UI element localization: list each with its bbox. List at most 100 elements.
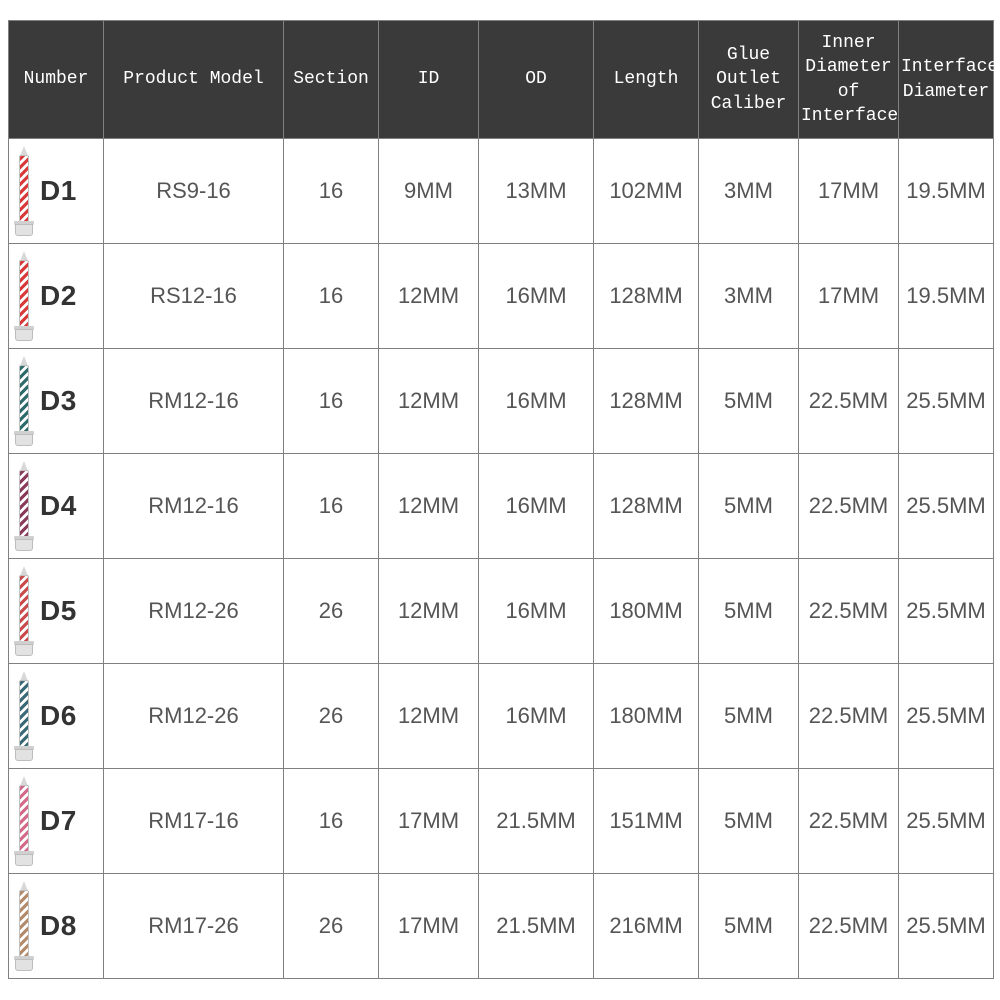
col-interface-dia: Interface Diameter (899, 21, 994, 139)
cell-length: 216MM (594, 874, 699, 979)
cell-od: 16MM (479, 559, 594, 664)
cell-number: D5 (9, 559, 104, 664)
cell-number: D6 (9, 664, 104, 769)
col-section: Section (284, 21, 379, 139)
table-row: D6 RM12-262612MM16MM180MM5MM22.5MM25.5MM (9, 664, 994, 769)
row-label: D6 (40, 700, 77, 732)
mixer-nozzle-icon (14, 146, 34, 236)
cell-section: 16 (284, 454, 379, 559)
col-inner-dia: Inner Diameter of Interface (799, 21, 899, 139)
cell-section: 16 (284, 244, 379, 349)
col-od: OD (479, 21, 594, 139)
cell-inner-diameter: 22.5MM (799, 454, 899, 559)
mixer-nozzle-icon (14, 566, 34, 656)
cell-number: D2 (9, 244, 104, 349)
row-label: D2 (40, 280, 77, 312)
col-id: ID (379, 21, 479, 139)
col-number: Number (9, 21, 104, 139)
cell-product-model: RM17-16 (104, 769, 284, 874)
mixer-nozzle-icon (14, 461, 34, 551)
mixer-nozzle-icon (14, 356, 34, 446)
cell-length: 180MM (594, 559, 699, 664)
row-label: D5 (40, 595, 77, 627)
cell-od: 21.5MM (479, 769, 594, 874)
mixer-nozzle-icon (14, 881, 34, 971)
row-label: D8 (40, 910, 77, 942)
cell-product-model: RS12-16 (104, 244, 284, 349)
cell-id: 17MM (379, 874, 479, 979)
cell-interface-diameter: 25.5MM (899, 769, 994, 874)
cell-product-model: RS9-16 (104, 139, 284, 244)
cell-glue-outlet: 5MM (699, 769, 799, 874)
table-row: D2 RS12-161612MM16MM128MM3MM17MM19.5MM (9, 244, 994, 349)
cell-interface-diameter: 25.5MM (899, 874, 994, 979)
cell-product-model: RM12-26 (104, 559, 284, 664)
cell-section: 16 (284, 349, 379, 454)
row-label: D7 (40, 805, 77, 837)
mixer-nozzle-icon (14, 251, 34, 341)
cell-inner-diameter: 22.5MM (799, 664, 899, 769)
cell-inner-diameter: 17MM (799, 244, 899, 349)
cell-id: 12MM (379, 454, 479, 559)
cell-glue-outlet: 5MM (699, 664, 799, 769)
cell-number: D1 (9, 139, 104, 244)
cell-number: D7 (9, 769, 104, 874)
cell-number: D3 (9, 349, 104, 454)
cell-section: 16 (284, 139, 379, 244)
cell-inner-diameter: 22.5MM (799, 559, 899, 664)
cell-id: 9MM (379, 139, 479, 244)
cell-length: 128MM (594, 349, 699, 454)
cell-interface-diameter: 25.5MM (899, 559, 994, 664)
cell-glue-outlet: 5MM (699, 454, 799, 559)
cell-length: 128MM (594, 454, 699, 559)
cell-interface-diameter: 25.5MM (899, 664, 994, 769)
table-row: D5 RM12-262612MM16MM180MM5MM22.5MM25.5MM (9, 559, 994, 664)
cell-number: D8 (9, 874, 104, 979)
table-row: D7RM17-161617MM21.5MM151MM5MM22.5MM25.5M… (9, 769, 994, 874)
cell-glue-outlet: 5MM (699, 349, 799, 454)
cell-od: 16MM (479, 454, 594, 559)
mixer-nozzle-icon (14, 776, 34, 866)
cell-interface-diameter: 25.5MM (899, 454, 994, 559)
cell-length: 102MM (594, 139, 699, 244)
cell-product-model: RM17-26 (104, 874, 284, 979)
row-label: D1 (40, 175, 77, 207)
table-row: D3RM12-161612MM16MM128MM5MM22.5MM25.5MM (9, 349, 994, 454)
cell-section: 26 (284, 874, 379, 979)
cell-glue-outlet: 5MM (699, 559, 799, 664)
cell-id: 12MM (379, 664, 479, 769)
cell-section: 26 (284, 559, 379, 664)
table-header-row: Number Product Model Section ID OD Lengt… (9, 21, 994, 139)
cell-id: 12MM (379, 244, 479, 349)
cell-product-model: RM12-16 (104, 454, 284, 559)
cell-product-model: RM12-26 (104, 664, 284, 769)
cell-interface-diameter: 19.5MM (899, 139, 994, 244)
cell-od: 16MM (479, 244, 594, 349)
cell-glue-outlet: 3MM (699, 244, 799, 349)
cell-id: 12MM (379, 349, 479, 454)
cell-glue-outlet: 3MM (699, 139, 799, 244)
cell-glue-outlet: 5MM (699, 874, 799, 979)
cell-inner-diameter: 17MM (799, 139, 899, 244)
table-row: D1 RS9-16169MM13MM102MM3MM17MM19.5MM (9, 139, 994, 244)
cell-inner-diameter: 22.5MM (799, 349, 899, 454)
cell-length: 151MM (594, 769, 699, 874)
cell-od: 16MM (479, 349, 594, 454)
col-glue-outlet: Glue Outlet Caliber (699, 21, 799, 139)
cell-number: D4 (9, 454, 104, 559)
cell-od: 13MM (479, 139, 594, 244)
table-row: D4 RM12-161612MM16MM128MM5MM22.5MM25.5MM (9, 454, 994, 559)
cell-od: 21.5MM (479, 874, 594, 979)
cell-inner-diameter: 22.5MM (799, 874, 899, 979)
cell-length: 180MM (594, 664, 699, 769)
row-label: D4 (40, 490, 77, 522)
cell-length: 128MM (594, 244, 699, 349)
cell-interface-diameter: 19.5MM (899, 244, 994, 349)
cell-section: 26 (284, 664, 379, 769)
cell-inner-diameter: 22.5MM (799, 769, 899, 874)
col-length: Length (594, 21, 699, 139)
cell-product-model: RM12-16 (104, 349, 284, 454)
cell-section: 16 (284, 769, 379, 874)
cell-id: 12MM (379, 559, 479, 664)
cell-od: 16MM (479, 664, 594, 769)
